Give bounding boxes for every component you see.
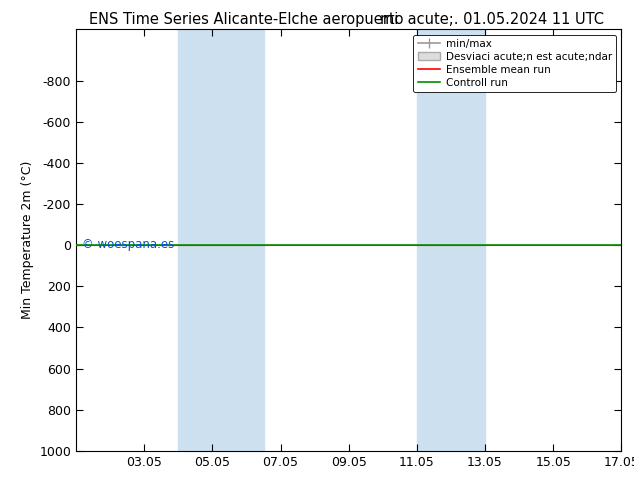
Y-axis label: Min Temperature 2m (°C): Min Temperature 2m (°C) — [21, 161, 34, 319]
Text: © woespana.es: © woespana.es — [82, 238, 174, 251]
Legend: min/max, Desviaci acute;n est acute;ndar, Ensemble mean run, Controll run: min/max, Desviaci acute;n est acute;ndar… — [413, 35, 616, 92]
Text: mi  acute;. 01.05.2024 11 UTC: mi acute;. 01.05.2024 11 UTC — [380, 12, 604, 27]
Bar — [178, 29, 264, 451]
Bar — [417, 29, 485, 451]
Text: ENS Time Series Alicante-Elche aeropuerto: ENS Time Series Alicante-Elche aeropuert… — [89, 12, 403, 27]
